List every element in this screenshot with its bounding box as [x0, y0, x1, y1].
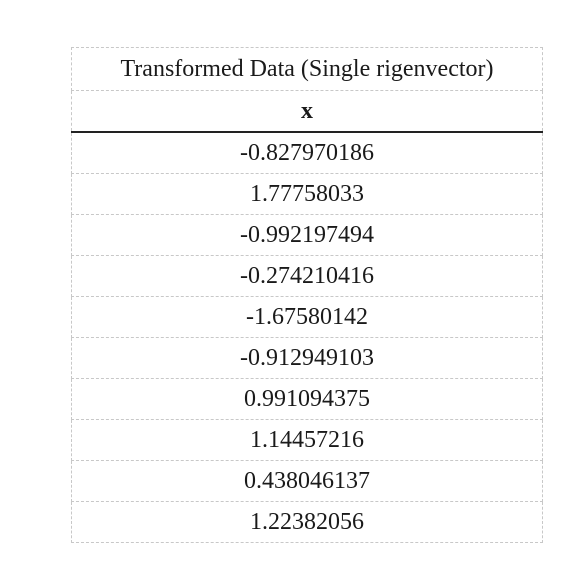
table-cell: -0.274210416 [71, 255, 543, 297]
table-cell: 1.14457216 [71, 419, 543, 461]
table-cell: 1.77758033 [71, 173, 543, 215]
table-cell: 1.22382056 [71, 501, 543, 543]
table-cell: 0.991094375 [71, 378, 543, 420]
table-row: -0.274210416 [71, 255, 543, 297]
table-row: -0.912949103 [71, 337, 543, 379]
table-cell: 0.438046137 [71, 460, 543, 502]
table-cell: -0.912949103 [71, 337, 543, 379]
table-title-row: Transformed Data (Single rigenvector) [71, 47, 543, 91]
table-cell: -0.827970186 [71, 131, 543, 174]
table-cell: -1.67580142 [71, 296, 543, 338]
table-row: -0.992197494 [71, 214, 543, 256]
column-header-x: x [71, 90, 543, 133]
table-row: 0.991094375 [71, 378, 543, 420]
table-row: -0.827970186 [71, 131, 543, 174]
data-table-container: Transformed Data (Single rigenvector) x … [71, 47, 543, 543]
table-row: 0.438046137 [71, 460, 543, 502]
table-header-row: x [71, 90, 543, 133]
table-cell: -0.992197494 [71, 214, 543, 256]
table-title: Transformed Data (Single rigenvector) [71, 47, 543, 91]
table-row: 1.14457216 [71, 419, 543, 461]
table-row: 1.77758033 [71, 173, 543, 215]
transformed-data-table: Transformed Data (Single rigenvector) x … [71, 47, 543, 543]
table-row: 1.22382056 [71, 501, 543, 543]
table-row: -1.67580142 [71, 296, 543, 338]
